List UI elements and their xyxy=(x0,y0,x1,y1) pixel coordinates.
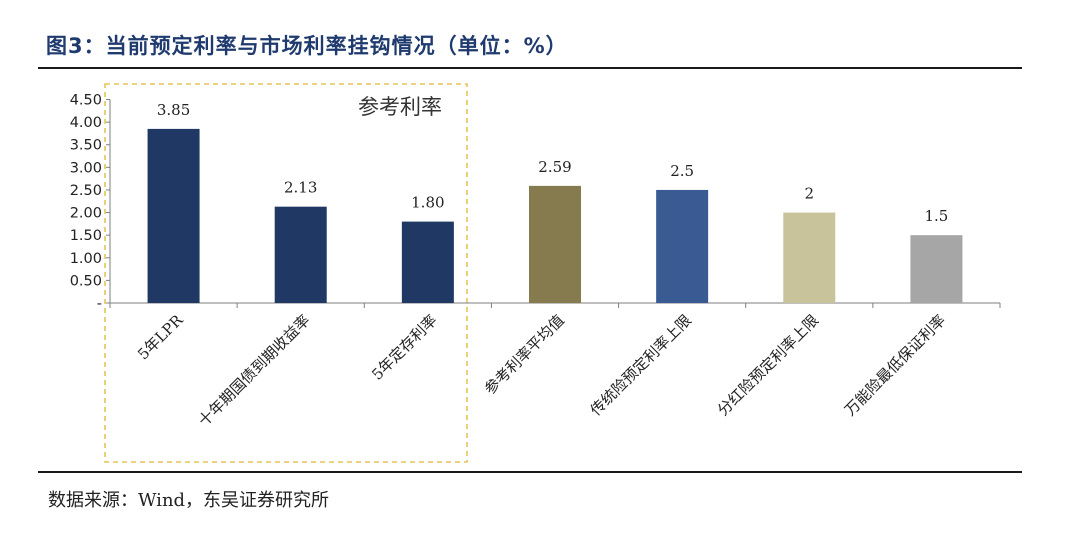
bar xyxy=(910,235,963,303)
data-label: 2 xyxy=(805,185,815,203)
y-tick-label: 0.50 xyxy=(70,273,102,289)
x-category-label: 参考利率平均值 xyxy=(481,311,568,398)
x-category-label: 十年期国债到期收益率 xyxy=(195,311,314,430)
data-label: 2.59 xyxy=(538,158,571,176)
y-tick-label: 1.00 xyxy=(70,251,102,267)
data-label: 1.5 xyxy=(924,207,948,225)
bar xyxy=(147,128,200,303)
y-tick-label: 2.00 xyxy=(70,206,102,222)
x-category-label: 5年定存利率 xyxy=(368,311,441,384)
data-label: 3.85 xyxy=(157,101,190,119)
reference-rate-group-box xyxy=(104,83,468,463)
bottom-rule xyxy=(38,471,1022,473)
top-rule xyxy=(38,67,1022,69)
y-tick-label: - xyxy=(97,296,102,312)
bar xyxy=(529,185,581,303)
bar xyxy=(656,189,709,303)
x-category-label: 分红险预定利率上限 xyxy=(714,311,822,419)
x-category-label: 万能险最低保证利率 xyxy=(841,311,949,419)
y-tick-label: 3.00 xyxy=(70,160,102,176)
y-tick-label: 4.50 xyxy=(70,93,102,109)
reference-rate-group-label: 参考利率 xyxy=(358,95,442,119)
bar xyxy=(783,212,836,303)
y-tick-label: 1.50 xyxy=(70,228,102,244)
x-category-label: 传统险预定利率上限 xyxy=(587,311,695,419)
data-label: 2.5 xyxy=(670,162,694,180)
data-label: 1.80 xyxy=(411,194,444,212)
x-category-label: 5年LPR xyxy=(134,311,187,364)
source-note: 数据来源：Wind，东吴证券研究所 xyxy=(48,490,330,511)
data-label: 2.13 xyxy=(284,179,317,197)
bar xyxy=(401,221,454,303)
y-tick-label: 4.00 xyxy=(70,115,102,131)
y-tick-label: 2.50 xyxy=(70,183,102,199)
figure-title: 图3：当前预定利率与市场利率挂钩情况（单位：%） xyxy=(46,34,568,58)
y-tick-label: 3.50 xyxy=(70,138,102,154)
bar xyxy=(274,206,327,303)
